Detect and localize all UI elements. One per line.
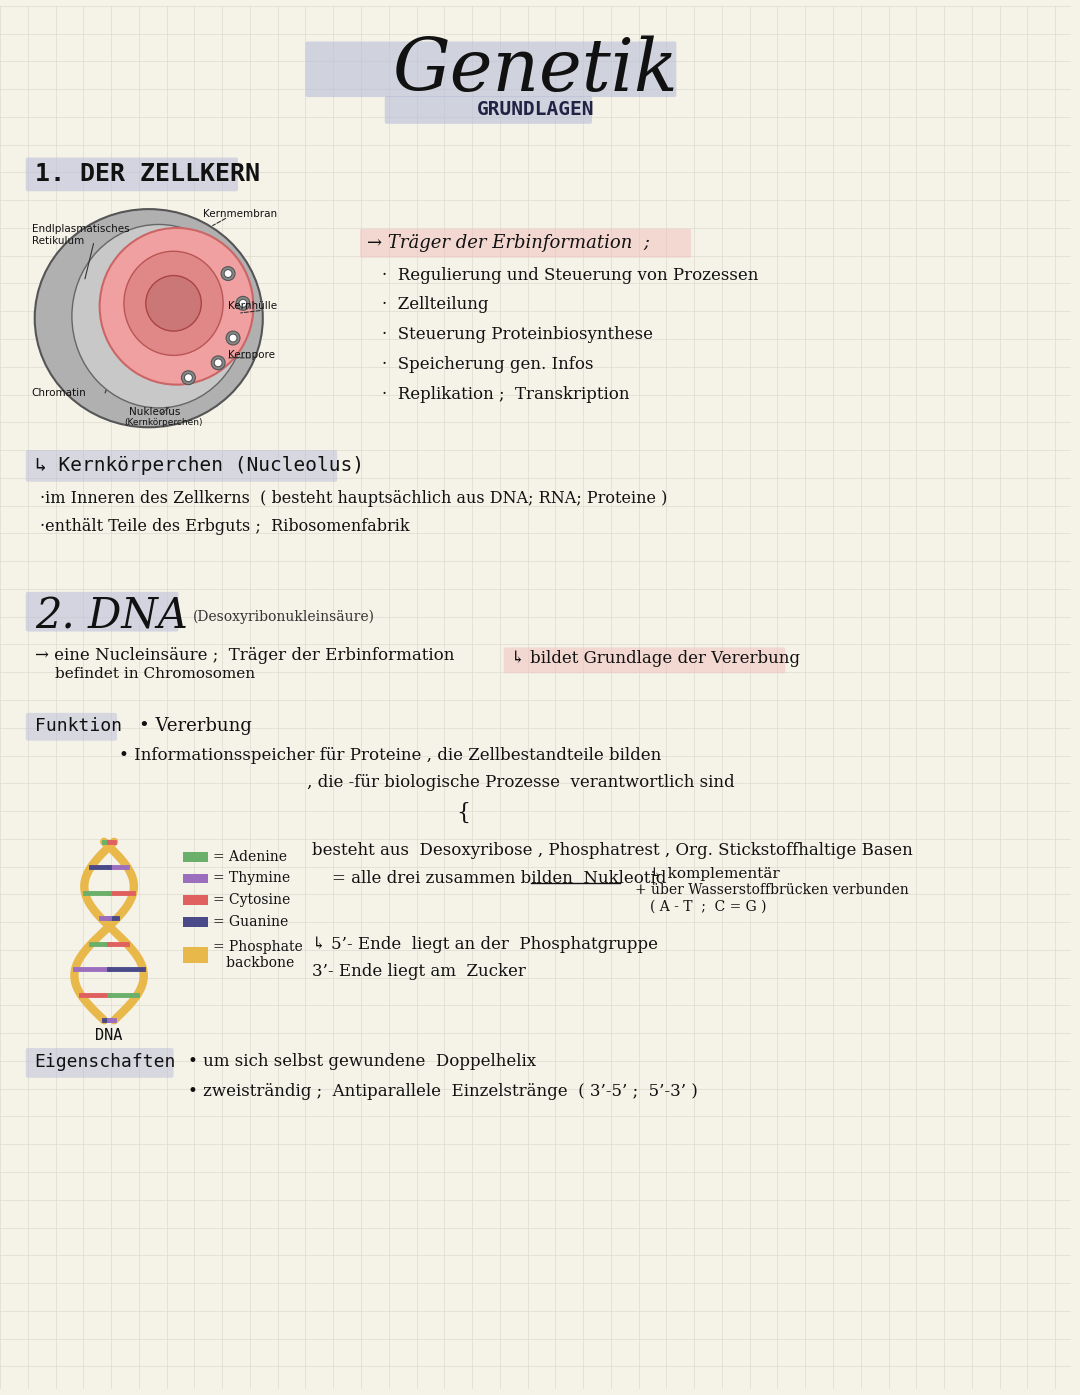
Circle shape [225,269,232,278]
Text: • Informationsspeicher für Proteine , die Zellbestandteile bilden: • Informationsspeicher für Proteine , di… [119,746,661,763]
FancyBboxPatch shape [26,158,238,191]
Text: Chromatin: Chromatin [31,388,86,398]
Text: ·im Inneren des Zellkerns  ( besteht hauptsächlich aus DNA; RNA; Proteine ): ·im Inneren des Zellkerns ( besteht haup… [40,490,667,506]
Text: → eine Nucleinsäure ;  Träger der Erbinformation: → eine Nucleinsäure ; Träger der Erbinfo… [35,647,454,664]
Bar [184,852,208,862]
Circle shape [146,276,201,331]
FancyBboxPatch shape [26,1048,174,1078]
Ellipse shape [72,225,245,407]
Text: ↳ Kernkörperchen (Nucleolus): ↳ Kernkörperchen (Nucleolus) [35,456,364,476]
Text: ↳ bildet Grundlage der Vererbung: ↳ bildet Grundlage der Vererbung [511,650,799,667]
Bar [184,873,208,883]
Text: → Träger der Erbinformation  ;: → Träger der Erbinformation ; [367,234,650,252]
Text: Genetik: Genetik [393,35,678,106]
Circle shape [214,359,222,367]
Text: 2. DNA: 2. DNA [35,596,188,638]
Text: Kernpore: Kernpore [228,350,275,360]
Circle shape [229,333,237,342]
Text: Retikulum: Retikulum [31,236,84,246]
FancyBboxPatch shape [26,713,117,741]
Bar [184,896,208,905]
FancyBboxPatch shape [503,647,785,674]
Text: ·  Zellteilung: · Zellteilung [382,296,488,314]
FancyBboxPatch shape [384,96,592,124]
Text: Nukleolus: Nukleolus [129,407,180,417]
FancyBboxPatch shape [306,42,676,98]
Circle shape [221,266,235,280]
Text: ·  Replikation ;  Transkription: · Replikation ; Transkription [382,385,630,403]
Text: (Kernkörperchen): (Kernkörperchen) [124,418,202,427]
Circle shape [237,296,249,310]
Text: = Adenine: = Adenine [213,850,287,864]
Text: Kernmembran: Kernmembran [203,209,278,219]
Text: DNA: DNA [95,1028,123,1043]
Text: besteht aus  Desoxyribose , Phosphatrest , Org. Stickstoffhaltige Basen: besteht aus Desoxyribose , Phosphatrest … [312,841,913,859]
Circle shape [185,374,192,382]
Text: = Phosphate
   backbone: = Phosphate backbone [213,940,303,970]
Circle shape [212,356,225,370]
Circle shape [239,300,247,307]
Circle shape [181,371,195,385]
Text: befindet in Chromosomen: befindet in Chromosomen [55,667,255,681]
Text: • um sich selbst gewundene  Doppelhelix: • um sich selbst gewundene Doppelhelix [188,1053,537,1070]
Text: ↳ 5’- Ende  liegt an der  Phosphatgruppe: ↳ 5’- Ende liegt an der Phosphatgruppe [312,936,659,953]
Bar [184,947,208,963]
Text: • Vererbung: • Vererbung [139,717,252,735]
Text: Funktion: Funktion [35,717,122,735]
Circle shape [226,331,240,345]
FancyBboxPatch shape [26,451,337,481]
Text: = Cytosine: = Cytosine [213,893,291,907]
Text: {: { [456,802,470,824]
Ellipse shape [99,227,254,385]
FancyBboxPatch shape [360,229,691,258]
Ellipse shape [124,251,224,356]
Text: , die -für biologische Prozesse  verantwortlich sind: , die -für biologische Prozesse verantwo… [308,774,735,791]
Text: (Desoxyribonukleinsäure): (Desoxyribonukleinsäure) [193,610,376,624]
Text: ·  Steuerung Proteinbiosynthese: · Steuerung Proteinbiosynthese [382,326,652,343]
Text: = Guanine: = Guanine [213,915,288,929]
Text: Endlplasmatisches: Endlplasmatisches [31,225,130,234]
Text: • zweisträndig ;  Antiparallele  Einzelstränge  ( 3’-5’ ;  5’-3’ ): • zweisträndig ; Antiparallele Einzelstr… [188,1083,699,1099]
Text: ( A - T  ;  C = G ): ( A - T ; C = G ) [649,900,766,914]
Text: Eigenschaften: Eigenschaften [35,1053,176,1071]
FancyBboxPatch shape [26,591,178,632]
Text: ·enthält Teile des Erbguts ;  Ribosomenfabrik: ·enthält Teile des Erbguts ; Ribosomenfa… [40,518,409,534]
Text: + über Wasserstoffbrücken verbunden: + über Wasserstoffbrücken verbunden [635,883,908,897]
Text: ·  Regulierung und Steuerung von Prozessen: · Regulierung und Steuerung von Prozesse… [382,266,758,283]
Text: = alle drei zusammen bilden  Nukleotid: = alle drei zusammen bilden Nukleotid [333,869,666,887]
Text: ·  Speicherung gen. Infos: · Speicherung gen. Infos [382,356,593,372]
Text: ↳ komplementär: ↳ komplementär [649,866,780,880]
Ellipse shape [35,209,262,427]
Text: 1. DER ZELLKERN: 1. DER ZELLKERN [35,162,259,186]
Text: Kernhülle: Kernhülle [228,301,278,311]
Text: 3’- Ende liegt am  Zucker: 3’- Ende liegt am Zucker [312,963,526,979]
Bar [184,917,208,928]
Text: = Thymine: = Thymine [213,872,291,886]
Text: GRUNDLAGEN: GRUNDLAGEN [476,100,594,119]
